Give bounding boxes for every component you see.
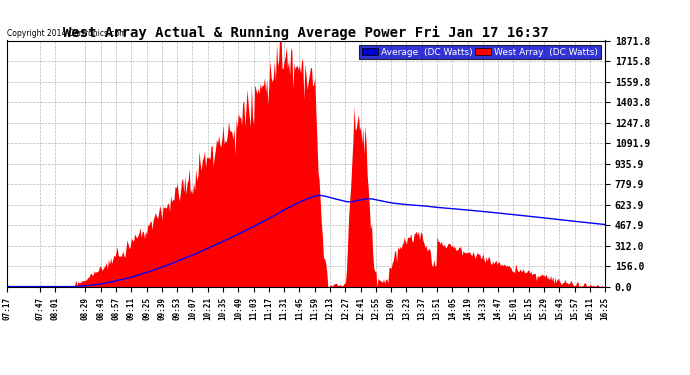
Text: Copyright 2014 Cartronics.com: Copyright 2014 Cartronics.com xyxy=(7,29,126,38)
Title: West Array Actual & Running Average Power Fri Jan 17 16:37: West Array Actual & Running Average Powe… xyxy=(63,26,549,40)
Legend: Average  (DC Watts), West Array  (DC Watts): Average (DC Watts), West Array (DC Watts… xyxy=(359,45,600,59)
